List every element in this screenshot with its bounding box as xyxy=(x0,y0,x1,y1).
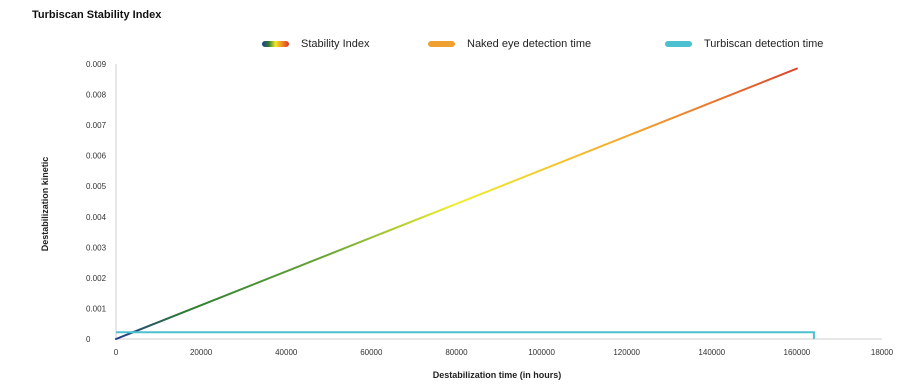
legend-label-turbiscan: Turbiscan detection time xyxy=(704,38,824,50)
x-tick-label: 80000 xyxy=(445,348,468,357)
legend-label-naked-eye: Naked eye detection time xyxy=(467,38,592,50)
x-tick-label: 20000 xyxy=(190,348,213,357)
y-tick-label: 0.002 xyxy=(86,274,107,283)
y-tick-label: 0.008 xyxy=(86,91,107,100)
y-tick-label: 0.009 xyxy=(86,60,107,69)
legend-label-stability-index: Stability Index xyxy=(301,38,370,50)
x-axis-title: Destabilization time (in hours) xyxy=(433,370,562,380)
x-tick-label: 140000 xyxy=(698,348,725,357)
y-tick-label: 0.003 xyxy=(86,243,107,252)
legend-item-stability-index[interactable]: Stability Index xyxy=(262,38,369,50)
x-tick-label: 0 xyxy=(114,348,119,357)
y-axis-title: Destabilization kinetic xyxy=(40,157,50,252)
x-tick-labels: 0 20000 40000 60000 80000 100000 120000 140000 1… xyxy=(114,348,894,357)
series-line-stability-index xyxy=(115,67,798,340)
y-tick-label: 0.006 xyxy=(86,152,107,161)
series-line-turbiscan-detection-time xyxy=(116,331,815,339)
x-tick-label: 100000 xyxy=(528,348,555,357)
y-tick-labels: 0 0.001 0.002 0.003 0.004 0.005 0.006 0.007 0.00… xyxy=(86,60,107,344)
legend-swatch-stability-index xyxy=(262,41,289,47)
series-group xyxy=(115,67,815,340)
y-tick-label: 0 xyxy=(86,335,91,344)
legend-item-naked-eye[interactable]: Naked eye detection time xyxy=(428,38,591,50)
y-tick-label: 0.005 xyxy=(86,182,107,191)
axes xyxy=(115,64,882,340)
x-tick-label: 120000 xyxy=(613,348,640,357)
chart-title: Turbiscan Stability Index xyxy=(32,9,162,21)
x-tick-label: 18000 xyxy=(871,348,894,357)
legend-swatch-naked-eye xyxy=(428,41,455,47)
x-tick-label: 40000 xyxy=(275,348,298,357)
x-tick-label: 60000 xyxy=(360,348,383,357)
y-tick-label: 0.001 xyxy=(86,304,107,313)
x-tick-label: 160000 xyxy=(784,348,811,357)
legend-swatch-turbiscan xyxy=(665,41,692,47)
legend: Stability Index Naked eye detection time… xyxy=(0,38,897,52)
y-tick-label: 0.007 xyxy=(86,121,107,130)
y-tick-label: 0.004 xyxy=(86,213,107,222)
legend-item-turbiscan[interactable]: Turbiscan detection time xyxy=(665,38,823,50)
